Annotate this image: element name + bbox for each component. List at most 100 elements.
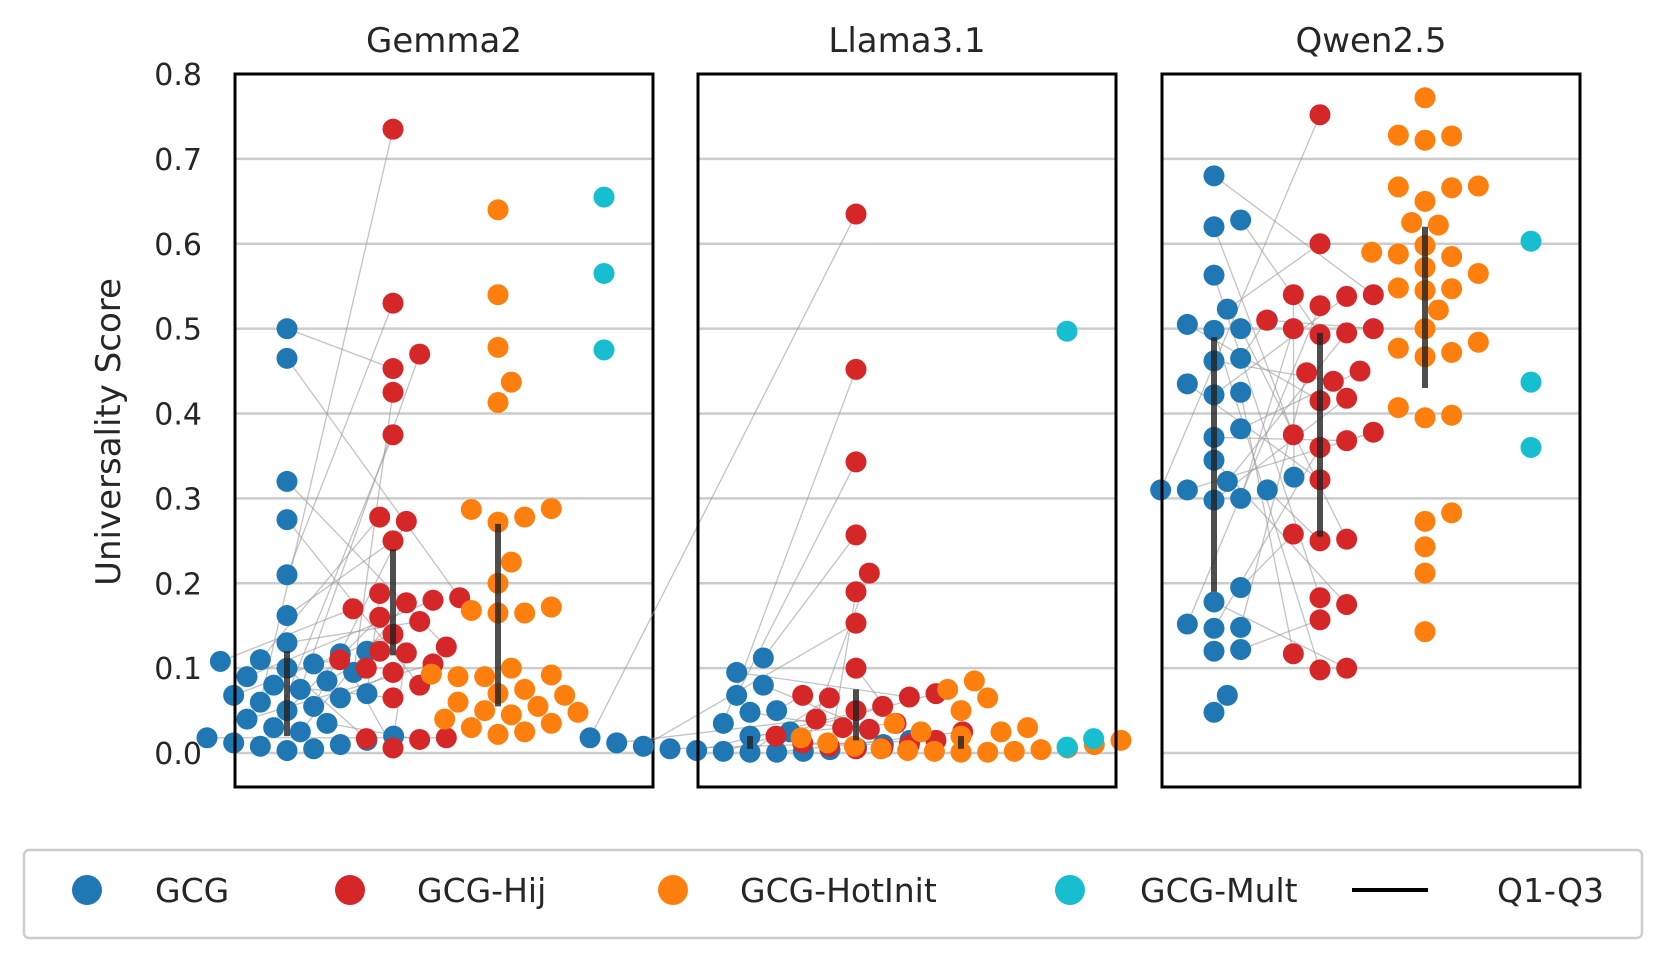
point-gcg-hotinit bbox=[1414, 87, 1436, 109]
point-gcg-hij bbox=[369, 582, 391, 604]
point-gcg-hij bbox=[342, 598, 364, 620]
point-gcg-hij bbox=[395, 642, 417, 664]
point-gcg-hij bbox=[845, 581, 867, 603]
point-gcg bbox=[1176, 479, 1198, 501]
panel-qwen2-5: Qwen2.5 bbox=[1150, 21, 1582, 789]
point-gcg bbox=[263, 674, 285, 696]
y-tick-label: 0.1 bbox=[154, 652, 202, 687]
point-gcg-hij bbox=[382, 530, 404, 552]
panel-title: Qwen2.5 bbox=[1295, 21, 1446, 61]
legend-label-gcg: GCG bbox=[155, 871, 229, 910]
point-gcg-hotinit bbox=[540, 596, 562, 618]
point-gcg bbox=[712, 712, 734, 734]
point-gcg-hij bbox=[858, 562, 880, 584]
point-gcg-hij bbox=[1309, 659, 1331, 681]
point-gcg-hij bbox=[409, 343, 431, 365]
point-gcg-hij bbox=[329, 649, 351, 671]
point-gcg-hotinit bbox=[1467, 175, 1489, 197]
point-gcg bbox=[249, 691, 271, 713]
y-tick-label: 0.8 bbox=[154, 58, 202, 93]
pair-line bbox=[1240, 328, 1294, 499]
point-gcg-hotinit bbox=[1387, 397, 1409, 419]
point-gcg bbox=[726, 661, 748, 683]
point-gcg-hij bbox=[765, 725, 787, 747]
point-gcg-hij bbox=[435, 636, 457, 658]
point-gcg-hij bbox=[792, 684, 814, 706]
panel-title: Gemma2 bbox=[366, 21, 522, 61]
point-gcg-hotinit bbox=[1387, 124, 1409, 146]
point-gcg-hij bbox=[1309, 104, 1331, 126]
point-gcg bbox=[316, 670, 338, 692]
pair-line bbox=[1186, 305, 1321, 625]
point-gcg-mult bbox=[1056, 320, 1078, 342]
point-gcg bbox=[766, 700, 788, 722]
point-gcg-hij bbox=[845, 657, 867, 679]
point-gcg bbox=[632, 735, 654, 757]
point-gcg-hotinit bbox=[474, 700, 496, 722]
point-gcg bbox=[276, 347, 298, 369]
point-gcg-mult bbox=[593, 262, 615, 284]
point-gcg-hij bbox=[435, 727, 457, 749]
point-gcg bbox=[356, 683, 378, 705]
point-gcg-hotinit bbox=[1401, 212, 1423, 234]
point-gcg-hotinit bbox=[567, 701, 589, 723]
y-axis-label: Universality Score bbox=[89, 278, 129, 586]
legend-label-gcg-hotinit: GCG-HotInit bbox=[740, 871, 937, 910]
point-gcg-hotinit bbox=[447, 691, 469, 713]
point-gcg-hij bbox=[409, 610, 431, 632]
point-gcg-hotinit bbox=[460, 498, 482, 520]
point-gcg-hij bbox=[382, 358, 404, 380]
point-gcg bbox=[209, 650, 231, 672]
point-gcg bbox=[303, 653, 325, 675]
point-gcg-mult bbox=[1083, 728, 1105, 750]
panel-frame bbox=[696, 72, 1118, 789]
point-gcg-hotinit bbox=[527, 695, 549, 717]
panel-title: Llama3.1 bbox=[828, 21, 985, 61]
point-gcg-hotinit bbox=[434, 708, 456, 730]
y-tick-label: 0.3 bbox=[154, 482, 202, 517]
point-gcg-hij bbox=[845, 358, 867, 380]
point-gcg-hotinit bbox=[487, 284, 509, 306]
point-gcg bbox=[752, 674, 774, 696]
point-gcg-hotinit bbox=[500, 704, 522, 726]
point-gcg-hotinit bbox=[1030, 739, 1052, 761]
point-gcg bbox=[1256, 479, 1278, 501]
point-gcg-hotinit bbox=[460, 717, 482, 739]
point-gcg-hotinit bbox=[1414, 536, 1436, 558]
point-gcg-hotinit bbox=[1441, 404, 1463, 426]
point-gcg-hij bbox=[858, 718, 880, 740]
point-gcg bbox=[276, 470, 298, 492]
point-gcg-hotinit bbox=[514, 506, 536, 528]
pair-line bbox=[299, 353, 421, 690]
point-gcg-hotinit bbox=[1427, 214, 1449, 236]
point-gcg-hotinit bbox=[487, 336, 509, 358]
point-gcg-hotinit bbox=[1441, 177, 1463, 199]
point-gcg bbox=[726, 684, 748, 706]
pair-line bbox=[1240, 219, 1321, 335]
point-gcg-mult bbox=[1056, 736, 1078, 758]
point-gcg-hotinit bbox=[870, 738, 892, 760]
point-gcg-hij bbox=[1296, 362, 1318, 384]
point-gcg bbox=[739, 741, 761, 763]
point-gcg-hij bbox=[1282, 284, 1304, 306]
point-gcg-hotinit bbox=[1414, 407, 1436, 429]
point-gcg-hij bbox=[1349, 360, 1371, 382]
point-gcg-hotinit bbox=[474, 666, 496, 688]
point-gcg bbox=[1203, 591, 1225, 613]
point-gcg-hotinit bbox=[514, 721, 536, 743]
point-gcg bbox=[1203, 617, 1225, 639]
point-gcg bbox=[329, 687, 351, 709]
point-gcg bbox=[739, 701, 761, 723]
point-gcg-hij bbox=[1282, 643, 1304, 665]
point-gcg-hij bbox=[382, 687, 404, 709]
point-gcg-hotinit bbox=[1387, 277, 1409, 299]
pair-line bbox=[1160, 114, 1321, 491]
point-gcg bbox=[1203, 264, 1225, 286]
point-gcg-hotinit bbox=[500, 371, 522, 393]
point-gcg-hij bbox=[872, 695, 894, 717]
point-gcg-hotinit bbox=[910, 721, 932, 743]
point-gcg bbox=[196, 727, 218, 749]
point-gcg-hij bbox=[818, 687, 840, 709]
pair-line bbox=[286, 328, 394, 370]
point-gcg bbox=[263, 717, 285, 739]
